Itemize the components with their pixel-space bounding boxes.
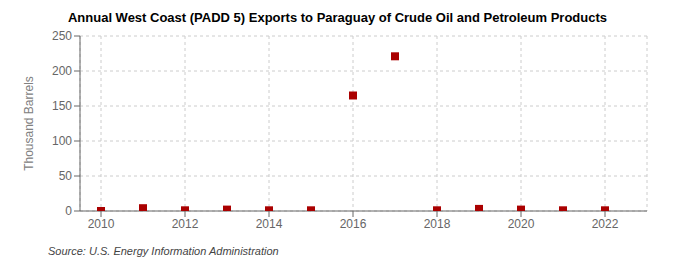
svg-text:100: 100: [52, 134, 72, 148]
svg-text:2012: 2012: [172, 217, 199, 231]
svg-text:250: 250: [52, 29, 72, 43]
svg-text:2020: 2020: [508, 217, 535, 231]
html-text:Source: U.S. Energy Informatio: Source: U.S. Energy Information Administ…: [48, 245, 279, 257]
svg-text:2010: 2010: [88, 217, 115, 231]
svg-text:2014: 2014: [256, 217, 283, 231]
svg-text:2018: 2018: [424, 217, 451, 231]
svg-text:50: 50: [59, 169, 73, 183]
svg-text:2016: 2016: [340, 217, 367, 231]
svg-text:200: 200: [52, 64, 72, 78]
html-text:Annual West Coast (PADD 5) Exp: Annual West Coast (PADD 5) Exports to Pa…: [67, 10, 607, 25]
svg-text:Thousand Barrels: Thousand Barrels: [22, 76, 36, 171]
svg-text:2022: 2022: [592, 217, 619, 231]
svg-text:0: 0: [65, 204, 72, 218]
svg-text:150: 150: [52, 99, 72, 113]
